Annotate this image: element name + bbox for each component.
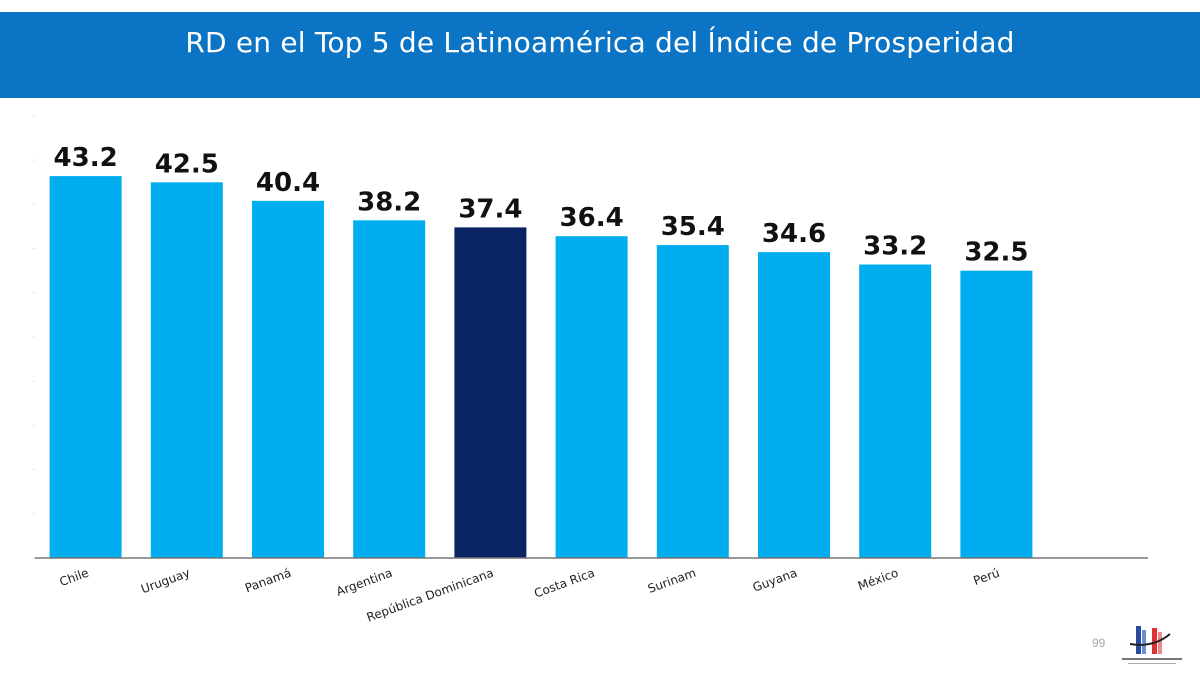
data-label: 40.4: [256, 168, 320, 198]
bar: [252, 200, 324, 558]
page-title: RD en el Top 5 de Latinoamérica del Índi…: [185, 25, 1015, 59]
data-label: 35.4: [661, 212, 725, 242]
x-tick-label: Uruguay: [139, 566, 192, 597]
bar: [49, 176, 122, 558]
bar: [454, 227, 527, 558]
title-bar: RD en el Top 5 de Latinoamérica del Índi…: [0, 12, 1200, 98]
bar: [960, 270, 1033, 558]
data-label: 36.4: [560, 203, 624, 233]
x-tick-label: Costa Rica: [532, 566, 596, 601]
x-tick-label: Guyana: [751, 566, 799, 595]
x-tick-label: Panamá: [243, 566, 293, 596]
data-label: 32.5: [964, 238, 1028, 268]
company-logo: [1122, 626, 1182, 664]
data-label: 33.2: [863, 232, 927, 262]
data-label: 34.6: [762, 219, 826, 249]
x-tick-label: Argentina: [334, 566, 394, 599]
bar: [758, 252, 830, 559]
x-tick-label: México: [856, 566, 900, 593]
x-tick-label: Surinam: [646, 566, 698, 596]
data-label: 42.5: [155, 149, 219, 179]
bar: [859, 264, 932, 558]
page-number: 99: [1092, 636, 1106, 650]
data-label: 43.2: [54, 143, 118, 173]
data-label: 38.2: [357, 187, 421, 217]
bar: [656, 245, 729, 558]
x-tick-label: Chile: [58, 566, 91, 589]
bar: [555, 236, 628, 558]
bar: [353, 220, 426, 558]
bar: [150, 182, 223, 559]
x-tick-label: Perú: [972, 566, 1002, 588]
data-label: 37.4: [458, 194, 522, 224]
